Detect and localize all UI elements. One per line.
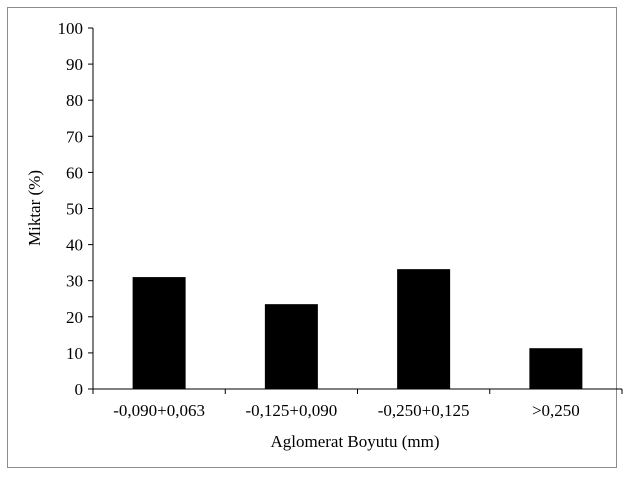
bars-group bbox=[132, 269, 583, 389]
x-axis-label: Aglomerat Boyutu (mm) bbox=[270, 432, 439, 451]
y-tick-label: 0 bbox=[75, 380, 84, 399]
y-tick-label: 80 bbox=[66, 91, 83, 110]
y-tick-label: 20 bbox=[66, 308, 83, 327]
x-tick-label: -0,125+0,090 bbox=[246, 401, 338, 420]
y-axis: 0 10 20 30 40 50 60 70 80 90 100 bbox=[58, 19, 93, 399]
bar-2 bbox=[397, 269, 451, 389]
y-tick-label: 10 bbox=[66, 344, 83, 363]
x-tick-label: >0,250 bbox=[532, 401, 580, 420]
bar-3 bbox=[529, 348, 583, 389]
bar-1 bbox=[264, 304, 318, 389]
y-tick-label: 30 bbox=[66, 272, 83, 291]
y-tick-label: 50 bbox=[66, 200, 83, 219]
y-tick-label: 60 bbox=[66, 163, 83, 182]
bar-0 bbox=[132, 277, 186, 389]
x-tick-label: -0,250+0,125 bbox=[378, 401, 470, 420]
x-axis: -0,090+0,063 -0,125+0,090 -0,250+0,125 >0,2… bbox=[92, 389, 623, 420]
y-tick-label: 70 bbox=[66, 127, 83, 146]
y-tick-label: 40 bbox=[66, 236, 83, 255]
chart-frame bbox=[7, 7, 617, 468]
x-tick-label: -0,090+0,063 bbox=[113, 401, 205, 420]
y-axis-label: Miktar (%) bbox=[25, 170, 44, 246]
y-tick-label: 100 bbox=[58, 19, 84, 38]
y-tick-label: 90 bbox=[66, 55, 83, 74]
